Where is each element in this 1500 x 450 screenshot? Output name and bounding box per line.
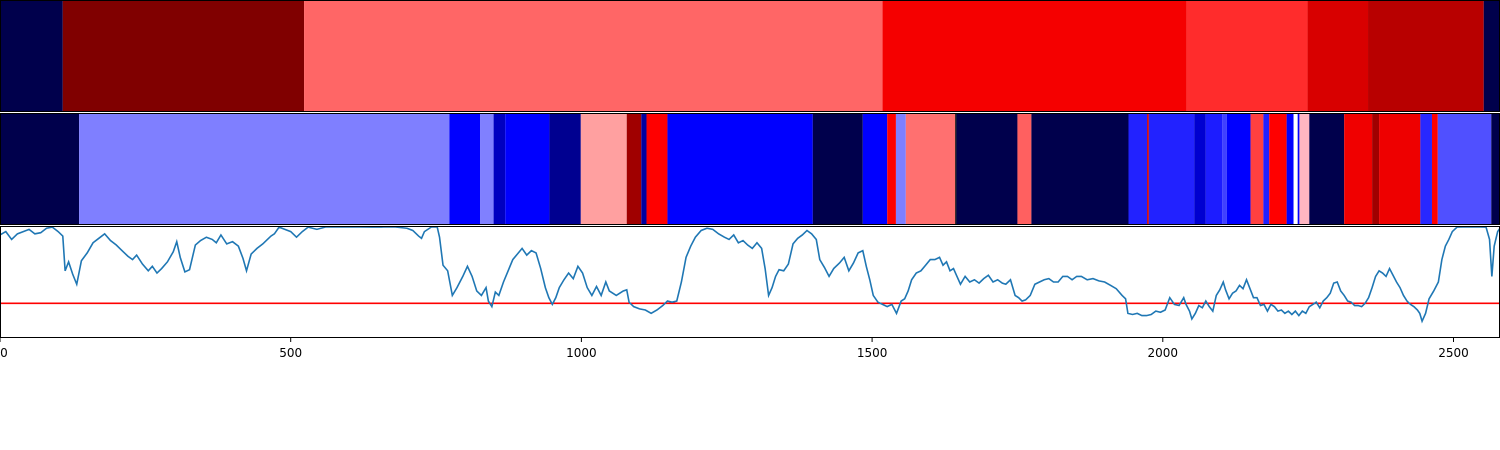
x-axis: 0 500 1000 1500 2000 2500 <box>0 338 1469 360</box>
track-2-segment-38 <box>1379 113 1421 225</box>
track-1-segment-7 <box>1483 0 1500 112</box>
track-2-segment-11 <box>667 113 813 225</box>
track-2-segment-35 <box>1309 113 1345 225</box>
track-2-segment-6 <box>549 113 581 225</box>
track-1-segment-6 <box>1368 0 1484 112</box>
track-2-segment-0 <box>0 113 80 225</box>
track-2-segment-3 <box>480 113 494 225</box>
track-2-segment-8 <box>626 113 642 225</box>
track-1-segment-5 <box>1307 0 1369 112</box>
track-2-segment-26 <box>1222 113 1227 225</box>
segment-track-2 <box>0 113 1500 225</box>
track-2-segment-18 <box>956 113 1018 225</box>
track-2-segment-1 <box>79 113 450 225</box>
track-2-segment-21 <box>1128 113 1148 225</box>
track-2-segment-19 <box>1017 113 1032 225</box>
track-2-segment-28 <box>1250 113 1264 225</box>
track-1-segment-2 <box>304 0 883 112</box>
track-2-segment-40 <box>1431 113 1438 225</box>
track-1-segment-0 <box>0 0 63 112</box>
x-tick-label-4: 2000 <box>1148 346 1179 360</box>
track-2-segment-7 <box>580 113 627 225</box>
track-2-segment-37 <box>1372 113 1380 225</box>
track-2-segment-10 <box>646 113 668 225</box>
x-tick-label-0: 0 <box>0 346 8 360</box>
track-1-segment-1 <box>62 0 305 112</box>
track-2-segment-13 <box>862 113 888 225</box>
track-2-segment-33 <box>1297 113 1300 225</box>
x-tick-label-3: 1500 <box>857 346 888 360</box>
track-2-segment-24 <box>1194 113 1206 225</box>
signal-line-panel <box>0 226 1500 324</box>
track-2-segment-14 <box>887 113 896 225</box>
track-2-segment-27 <box>1226 113 1251 225</box>
track-2-segment-29 <box>1263 113 1270 225</box>
track-1-segment-3 <box>882 0 1187 112</box>
track-2-segment-31 <box>1286 113 1294 225</box>
track-2-segment-5 <box>505 113 550 225</box>
track-2-segment-23 <box>1148 113 1195 225</box>
signal-line <box>0 226 1500 324</box>
track-2-segment-39 <box>1420 113 1432 225</box>
track-2-segment-42 <box>1491 113 1500 225</box>
track-2-segment-12 <box>812 113 863 225</box>
track-2-segment-22 <box>1147 113 1149 225</box>
segment-track-1 <box>0 0 1500 112</box>
track-2-segment-17 <box>955 113 957 225</box>
track-2-segment-2 <box>449 113 481 225</box>
x-tick-label-1: 500 <box>279 346 302 360</box>
track-2-segment-15 <box>895 113 906 225</box>
track-2-segment-16 <box>905 113 956 225</box>
track-2-segment-20 <box>1031 113 1129 225</box>
track-1-segment-4 <box>1186 0 1308 112</box>
track-2-segment-30 <box>1269 113 1287 225</box>
track-2-segment-25 <box>1205 113 1223 225</box>
x-tick-label-5: 2500 <box>1438 346 1469 360</box>
track-2-segment-32 <box>1293 113 1298 225</box>
track-2-segment-9 <box>641 113 647 225</box>
track-2-segment-34 <box>1299 113 1310 225</box>
track-2-segment-41 <box>1437 113 1492 225</box>
x-tick-label-2: 1000 <box>566 346 597 360</box>
track-2-segment-36 <box>1344 113 1373 225</box>
track-2-segment-4 <box>493 113 506 225</box>
